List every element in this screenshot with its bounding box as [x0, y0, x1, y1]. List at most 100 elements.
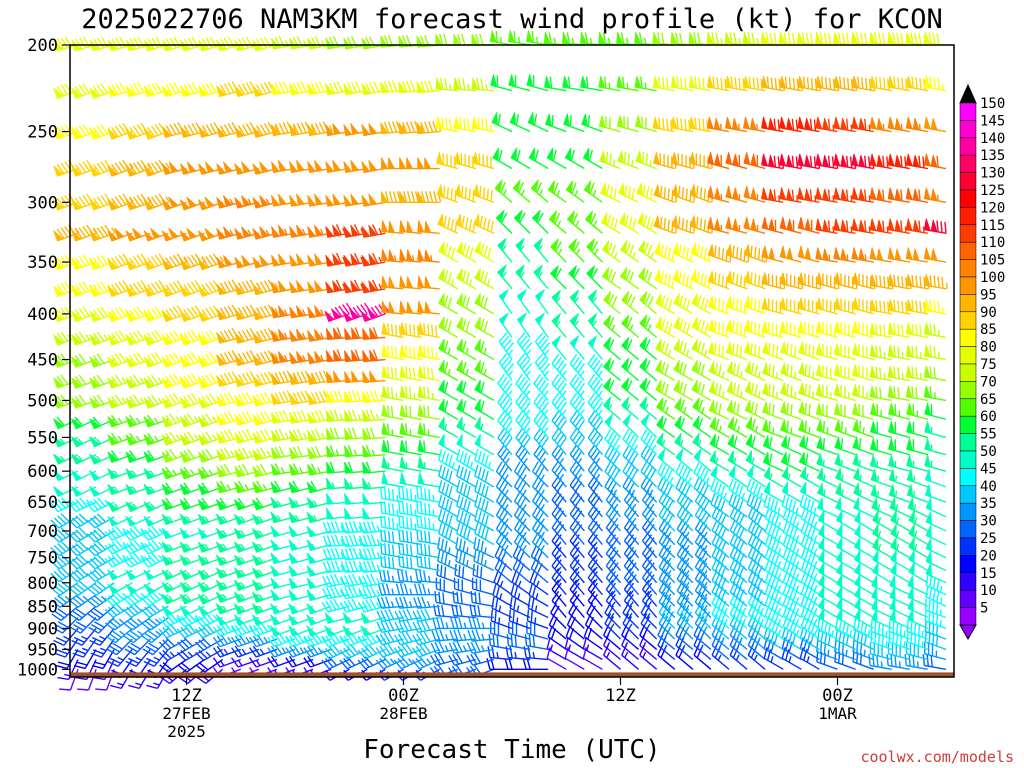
wind-barb [565, 625, 585, 650]
wind-barb [707, 270, 730, 290]
wind-barb [922, 654, 947, 671]
wind-barb [833, 384, 856, 402]
wind-barb [725, 216, 748, 235]
wind-barb [890, 523, 911, 546]
wind-barb [587, 410, 604, 438]
wind-barb [569, 289, 585, 315]
wind-barb [497, 237, 513, 263]
x-tick-date: 28FEB [379, 704, 427, 723]
wind-barb [706, 116, 730, 133]
wind-barb [252, 371, 278, 387]
wind-barb [456, 480, 477, 503]
wind-barb [197, 393, 223, 409]
wind-barb [923, 187, 947, 203]
wind-barb [872, 562, 893, 584]
colorbar-swatch [959, 294, 977, 313]
wind-barb [869, 153, 892, 170]
wind-barb [833, 297, 856, 315]
wind-barb [252, 429, 278, 444]
wind-barb [587, 444, 603, 472]
wind-barb [888, 484, 911, 503]
wind-barb [417, 472, 440, 488]
wind-barb [107, 432, 133, 446]
colorbar-swatch [959, 415, 977, 434]
wind-barb [835, 562, 856, 584]
y-tick-label: 650 [27, 493, 58, 513]
wind-barb [816, 419, 838, 439]
wind-barb [456, 433, 477, 456]
wind-barb [762, 435, 784, 456]
wind-barb [674, 415, 694, 438]
wind-barb [605, 568, 622, 596]
wind-barb [252, 195, 278, 209]
x-axis: 12Z27FEB202500Z28FEB12Z00Z1MAR12Z [162, 677, 857, 741]
wind-barb [307, 328, 332, 342]
wind-barb [639, 336, 658, 361]
wind-barb [344, 461, 368, 474]
wind-barb [834, 453, 856, 472]
wind-barb [437, 537, 459, 559]
colorbar-swatch [959, 381, 977, 400]
wind-barb [544, 75, 567, 92]
wind-barb [343, 123, 368, 137]
wind-barb [797, 153, 821, 170]
colorbar-swatch [959, 311, 977, 330]
wind-barb [708, 361, 730, 382]
wind-barb [197, 196, 223, 211]
wind-barb [231, 645, 260, 658]
wind-barb [515, 428, 531, 456]
wind-barb [587, 313, 603, 338]
wind-barb [815, 218, 838, 235]
wind-barb [781, 627, 802, 651]
wind-barb [653, 152, 677, 170]
wind-barb [468, 617, 494, 630]
wind-barb [870, 469, 892, 488]
y-tick-label: 850 [27, 597, 58, 617]
wind-barb [761, 320, 784, 339]
wind-barb [569, 590, 585, 618]
wind-barb [623, 556, 640, 584]
wind-barb [513, 476, 531, 503]
wind-barb [533, 392, 549, 420]
wind-barb [871, 497, 893, 518]
wind-barb [747, 519, 766, 546]
wind-barb [533, 410, 549, 438]
wind-barb [833, 187, 856, 203]
wind-barb [361, 193, 386, 207]
wind-barb [582, 147, 603, 170]
wind-barb [455, 213, 477, 234]
wind-barb [340, 520, 368, 534]
colorbar-label: 40 [980, 479, 997, 495]
wind-barb [70, 617, 97, 634]
wind-barb [869, 299, 892, 315]
wind-barb [618, 182, 639, 203]
wind-barb [652, 75, 675, 92]
wind-barb [516, 332, 533, 360]
wind-barb [724, 116, 748, 133]
wind-barb [743, 295, 766, 315]
wind-barb [270, 511, 296, 524]
wind-barb [870, 484, 892, 503]
wind-barb [674, 432, 694, 456]
wind-barb [413, 583, 440, 596]
wind-barb [817, 585, 838, 607]
wind-barb [815, 116, 838, 133]
wind-barb [546, 147, 567, 170]
wind-barb [872, 510, 893, 532]
wind-barb [581, 113, 603, 133]
wind-barb [177, 658, 205, 673]
wind-barb [412, 631, 440, 646]
wind-barb [399, 404, 422, 421]
wind-barb [376, 619, 404, 633]
wind-barb [551, 460, 567, 488]
wind-barb [343, 279, 368, 294]
wind-barb [340, 560, 368, 574]
wind-barb [854, 536, 875, 559]
wind-barb [307, 351, 332, 365]
wind-barb [618, 212, 639, 234]
wind-barb [50, 554, 79, 570]
wind-barb [923, 344, 947, 361]
wind-barb [923, 385, 947, 402]
wind-barb [869, 187, 892, 203]
wind-barb [779, 272, 804, 290]
